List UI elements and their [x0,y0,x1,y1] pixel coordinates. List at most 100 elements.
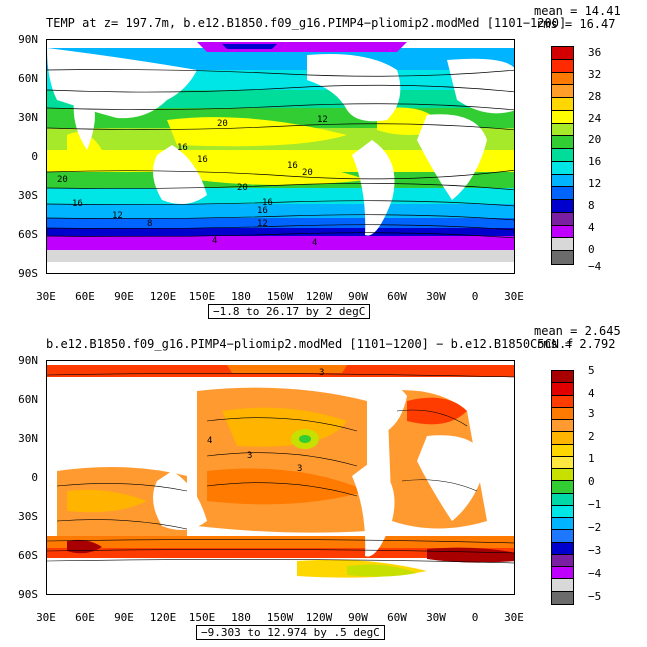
lon-label: 30E [504,611,524,624]
panel1-contour-label: 16 [177,143,188,153]
colorbar-label: 1 [588,452,595,465]
panel1-contour-label: 12 [112,211,123,221]
lat-label: 60N [18,393,38,406]
colorbar-swatch [552,432,573,445]
colorbar-swatch [552,238,573,251]
lon-label: 90E [114,611,134,624]
lat-label: 90S [18,588,38,601]
lon-label: 120W [305,611,333,624]
lon-label: 0 [471,290,479,303]
panel2-contour-label: 3 [319,368,324,378]
panel1-mean: mean = 14.41 [534,4,621,18]
colorbar-swatch [552,383,573,396]
lon-label: 90W [348,611,368,624]
lat-label: 60S [18,549,38,562]
lon-label: 60E [75,290,95,303]
panel2-title: b.e12.B1850.f09_g16.PIMP4−pliomip2.modMe… [46,337,574,351]
panel1-contour-label: 16 [287,161,298,171]
colorbar-swatch [552,469,573,482]
colorbar-label: 32 [588,68,602,81]
colorbar-swatch [552,505,573,518]
colorbar-swatch [552,212,573,226]
colorbar-label: 12 [588,177,602,190]
lon-label: 60E [75,611,95,624]
colorbar-label: 16 [588,155,602,168]
colorbar-label: −4 [588,260,602,273]
lon-label: 30W [426,290,446,303]
colorbar-swatch [552,567,573,580]
lon-label: 90E [114,290,134,303]
colorbar-swatch [552,225,573,239]
colorbar-swatch [552,47,573,60]
colorbar-label: 36 [588,46,602,59]
colorbar-label: 0 [588,243,595,256]
colorbar-label: −1 [588,498,602,511]
panel1-colorbar [551,46,574,265]
colorbar-swatch [552,493,573,506]
colorbar-swatch [552,174,573,188]
colorbar-swatch [552,59,573,73]
panel1-map: 20 16 12 8 4 20 16 16 20 12 16 16 20 16 … [46,39,515,274]
colorbar-swatch [552,251,573,264]
lon-label: 120W [305,290,333,303]
panel2-contour-label: 4 [207,436,212,446]
panel1-contour-label: 16 [197,155,208,165]
colorbar-swatch [552,136,573,149]
panel1-contour-label: 20 [217,119,228,129]
colorbar-swatch [552,542,573,555]
lon-label: 120E [149,611,177,624]
colorbar-swatch [552,371,573,384]
lon-label: 150E [188,290,216,303]
lon-label: 150E [188,611,216,624]
lat-label: 0 [31,471,38,484]
panel1-contour-label: 8 [147,219,152,229]
lon-label: 30W [426,611,446,624]
lon-label: 0 [471,611,479,624]
colorbar-swatch [552,456,573,469]
colorbar-swatch [552,444,573,457]
panel1-contour-label: 4 [312,238,317,248]
panel1-range-box: −1.8 to 26.17 by 2 degC [208,304,371,319]
lat-label: 90N [18,354,38,367]
colorbar-label: −3 [588,544,602,557]
panel1-contour-label: 20 [237,183,248,193]
lat-label: 90N [18,33,38,46]
colorbar-label: 4 [588,221,595,234]
lon-label: 30E [36,290,56,303]
panel1-map-svg: 20 16 12 8 4 20 16 16 20 12 16 16 20 16 … [47,40,514,273]
lon-label: 120E [149,290,177,303]
lon-label: 90W [348,290,368,303]
colorbar-swatch [552,161,573,175]
colorbar-label: −4 [588,567,602,580]
panel2-colorbar [551,370,574,605]
panel-temperature: TEMP at z= 197.7m, b.e12.B1850.f09_g16.P… [0,0,647,320]
colorbar-label: 5 [588,364,595,377]
panel1-title: TEMP at z= 197.7m, b.e12.B1850.f09_g16.P… [46,16,567,30]
panel2-contour-label: 3 [247,451,252,461]
colorbar-swatch [552,72,573,86]
lon-label: 150W [266,290,294,303]
panel1-contour-label: 16 [72,199,83,209]
lat-label: 30N [18,111,38,124]
colorbar-swatch [552,123,573,137]
lat-label: 30S [18,510,38,523]
lat-label: 30S [18,189,38,202]
colorbar-label: 3 [588,407,595,420]
panel2-mean: mean = 2.645 [534,324,621,338]
colorbar-swatch [552,187,573,200]
lat-label: 0 [31,150,38,163]
panel2-range-box: −9.303 to 12.974 by .5 degC [196,625,385,640]
colorbar-label: 8 [588,199,595,212]
colorbar-swatch [552,530,573,543]
colorbar-label: 24 [588,112,602,125]
colorbar-label: 2 [588,430,595,443]
lon-label: 30E [504,290,524,303]
panel1-contour-label: 20 [302,168,313,178]
colorbar-label: 0 [588,475,595,488]
colorbar-swatch [552,395,573,408]
colorbar-label: 28 [588,90,602,103]
colorbar-swatch [552,420,573,433]
lat-label: 60S [18,228,38,241]
colorbar-swatch [552,579,573,592]
colorbar-swatch [552,85,573,98]
